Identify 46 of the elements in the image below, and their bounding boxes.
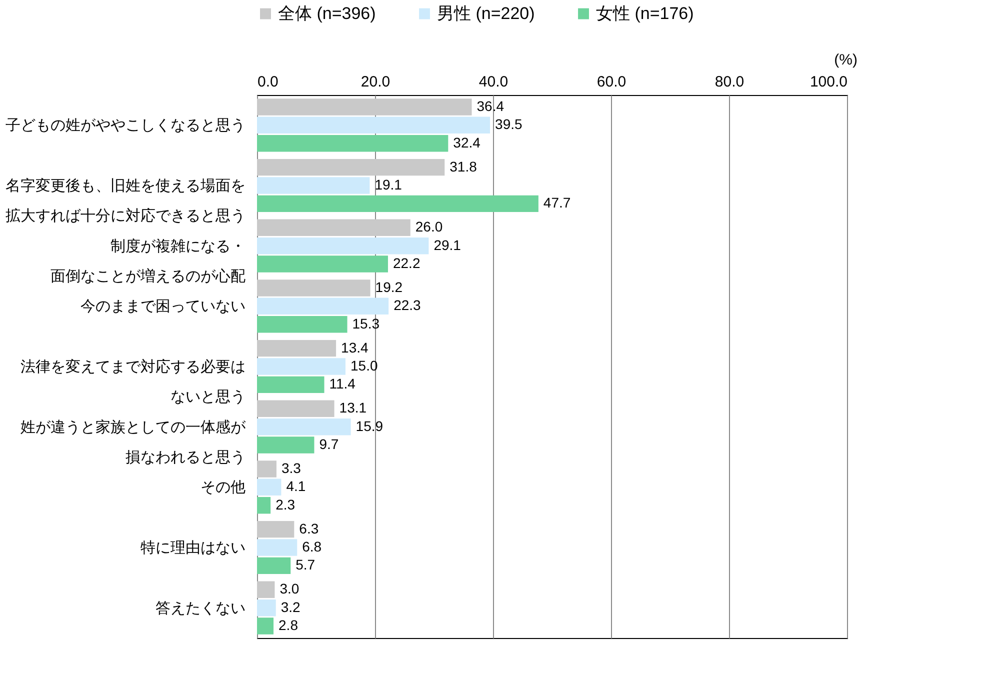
- data-label: 6.8: [302, 538, 322, 554]
- data-label: 3.0: [280, 580, 300, 597]
- data-label: 32.4: [453, 134, 481, 150]
- data-label: 11.4: [329, 376, 356, 392]
- data-label: 36.4: [476, 98, 504, 114]
- data-label: 26.0: [415, 218, 443, 235]
- data-label: 6.3: [299, 520, 319, 536]
- data-label: 22.3: [394, 297, 422, 314]
- y-tick-label: 制度が複雑になる・面倒なことが増えるのが心配: [50, 238, 246, 285]
- data-label: 19.1: [374, 176, 402, 192]
- data-label: 9.7: [319, 436, 339, 452]
- y-tick-label: 答えたくない: [156, 600, 246, 617]
- data-label: 31.8: [450, 158, 478, 174]
- x-tick-label: 100.0: [810, 74, 848, 90]
- x-tick-label: 80.0: [714, 74, 744, 90]
- data-label: 2.8: [278, 617, 298, 634]
- y-tick-label: 特に理由はない: [140, 540, 246, 556]
- legend-label: 全体 (n=396): [278, 4, 376, 23]
- y-tick-label: 名字変更後も、旧姓を使える場面を拡大すれば十分に対応できると思う: [6, 178, 246, 224]
- data-label: 3.3: [281, 460, 302, 476]
- data-label: 15.3: [352, 315, 380, 332]
- data-label: 5.7: [296, 556, 316, 573]
- y-tick-label: 姓が違うと家族としての一体感が損なわれると思う: [20, 418, 246, 466]
- x-tick-label: 0.0: [258, 74, 278, 90]
- x-tick-label: 40.0: [478, 74, 508, 90]
- data-label: 29.1: [434, 236, 462, 253]
- x-axis-title: (%): [834, 52, 858, 68]
- x-tick-label: 60.0: [596, 74, 626, 90]
- data-label: 13.1: [339, 400, 367, 416]
- data-label: 4.1: [286, 478, 306, 494]
- y-tick-label: 子どもの姓がややこしくなると思う: [6, 117, 246, 134]
- legend-label: 男性 (n=220): [437, 4, 535, 23]
- y-tick-label: 今のままで困っていない: [80, 298, 246, 316]
- data-label: 2.3: [276, 496, 296, 512]
- data-label: 47.7: [543, 194, 571, 211]
- data-label: 3.2: [280, 598, 301, 615]
- y-tick-label: 法律を変えてまで対応する必要はないと思う: [20, 358, 246, 406]
- data-label: 15.0: [350, 358, 378, 374]
- y-tick-label: その他: [200, 479, 246, 496]
- data-label: 13.4: [341, 339, 369, 356]
- data-label: 19.2: [375, 278, 403, 295]
- data-label: 15.9: [356, 418, 384, 434]
- data-label: 22.2: [392, 255, 420, 272]
- data-label: 39.5: [495, 116, 523, 132]
- legend-label: 女性 (n=176): [596, 4, 694, 23]
- x-tick-label: 20.0: [360, 74, 390, 90]
